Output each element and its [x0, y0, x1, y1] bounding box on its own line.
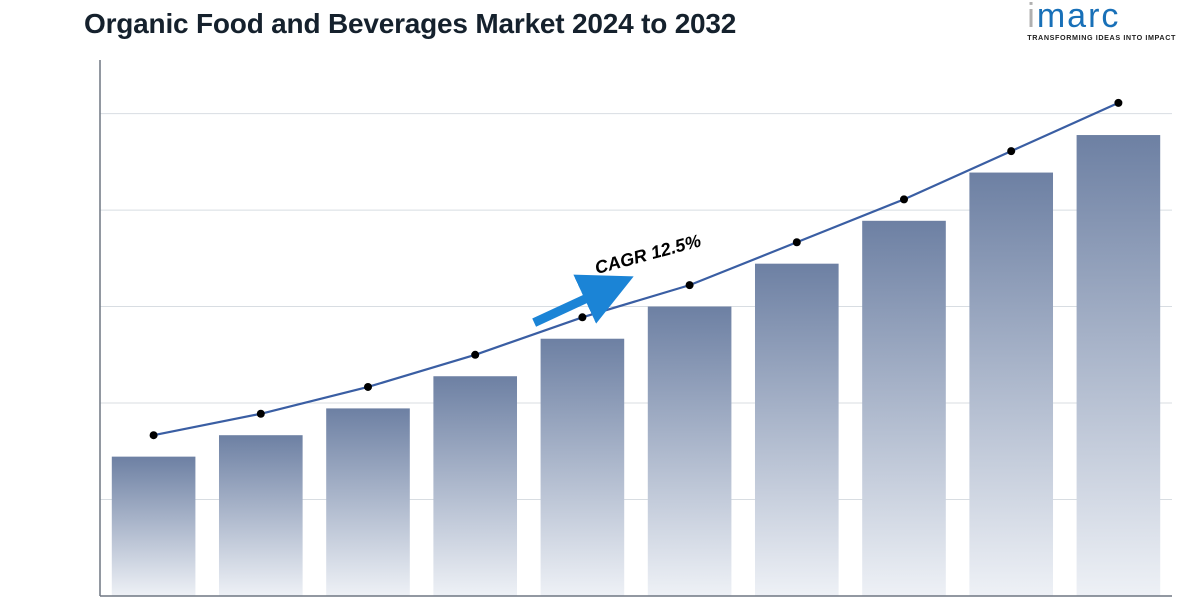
data-point — [900, 195, 908, 203]
bar — [326, 408, 410, 596]
bar — [541, 339, 625, 596]
bar — [219, 435, 303, 596]
bar — [433, 376, 517, 596]
bar — [969, 173, 1053, 596]
data-point — [1114, 99, 1122, 107]
brand-name: imarc — [1027, 2, 1176, 31]
data-point — [257, 410, 265, 418]
data-point — [1007, 147, 1015, 155]
chart-svg — [84, 56, 1176, 600]
data-point — [471, 351, 479, 359]
data-point — [686, 281, 694, 289]
page-root: Organic Food and Beverages Market 2024 t… — [0, 0, 1200, 600]
page-title: Organic Food and Beverages Market 2024 t… — [84, 8, 736, 40]
brand-logo: imarc TRANSFORMING IDEAS INTO IMPACT — [1027, 2, 1176, 42]
bar — [1077, 135, 1161, 596]
brand-tagline: TRANSFORMING IDEAS INTO IMPACT — [1027, 33, 1176, 42]
data-point — [150, 431, 158, 439]
bar — [862, 221, 946, 596]
bar — [648, 307, 732, 596]
chart-area: CAGR 12.5% — [84, 56, 1176, 600]
bar — [112, 457, 196, 596]
cagr-arrow-icon — [534, 288, 609, 323]
bar — [755, 264, 839, 596]
data-point — [793, 238, 801, 246]
data-point — [578, 313, 586, 321]
data-point — [364, 383, 372, 391]
